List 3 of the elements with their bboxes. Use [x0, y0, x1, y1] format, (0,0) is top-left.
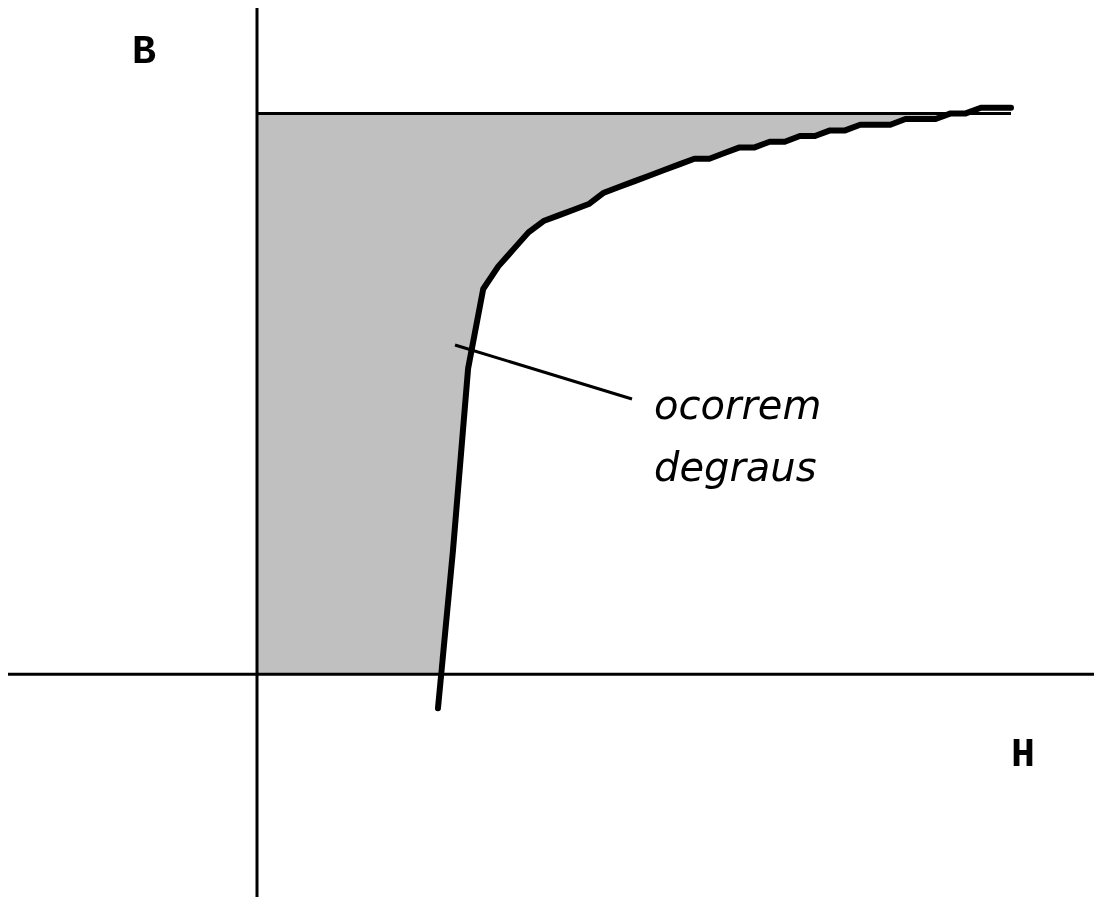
x-axis-title: H	[1011, 733, 1036, 779]
annotation: ocorrem degraus	[654, 381, 823, 492]
y-axis-title: B	[132, 30, 157, 75]
